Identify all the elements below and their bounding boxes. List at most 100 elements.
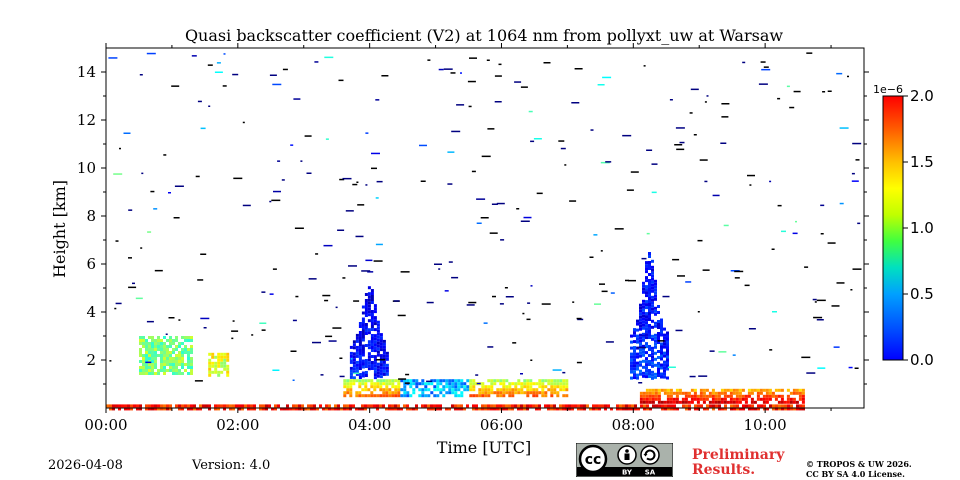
noise-pixel bbox=[732, 354, 736, 356]
backscatter-bin bbox=[648, 312, 651, 315]
backscatter-bin bbox=[604, 407, 607, 411]
backscatter-bin bbox=[642, 365, 645, 369]
backscatter-bin bbox=[651, 304, 654, 308]
backscatter-bin bbox=[718, 407, 721, 411]
backscatter-bin bbox=[651, 325, 654, 329]
backscatter-bin bbox=[175, 339, 178, 342]
backscatter-bin bbox=[645, 285, 648, 289]
backscatter-bin bbox=[373, 346, 377, 350]
backscatter-bin bbox=[541, 379, 545, 383]
backscatter-bin bbox=[274, 407, 277, 411]
preliminary-results-note: Preliminary Results. bbox=[692, 448, 784, 478]
noise-pixel bbox=[114, 307, 117, 310]
backscatter-bin bbox=[358, 364, 362, 367]
backscatter-bin bbox=[304, 407, 307, 411]
backscatter-bin bbox=[382, 363, 386, 367]
backscatter-bin bbox=[648, 363, 651, 366]
backscatter-bin bbox=[409, 379, 413, 383]
backscatter-bin bbox=[648, 372, 651, 375]
backscatter-bin bbox=[472, 407, 475, 411]
backscatter-bin bbox=[792, 391, 796, 395]
backscatter-bin bbox=[253, 407, 256, 411]
backscatter-bin bbox=[520, 404, 523, 408]
backscatter-bin bbox=[370, 325, 374, 328]
backscatter-bin bbox=[385, 394, 389, 398]
backscatter-bin bbox=[199, 407, 202, 411]
backscatter-bin bbox=[660, 400, 664, 404]
backscatter-bin bbox=[424, 404, 427, 408]
backscatter-bin bbox=[801, 400, 805, 404]
backscatter-bin bbox=[265, 404, 268, 408]
backscatter-bin bbox=[424, 385, 428, 389]
backscatter-bin bbox=[400, 388, 404, 392]
backscatter-bin bbox=[193, 404, 196, 408]
backscatter-bin bbox=[169, 357, 172, 360]
noise-pixel bbox=[272, 83, 282, 86]
backscatter-bin bbox=[595, 404, 598, 408]
backscatter-bin bbox=[172, 369, 175, 372]
backscatter-bin bbox=[376, 320, 380, 324]
backscatter-bin bbox=[151, 354, 154, 357]
backscatter-bin bbox=[652, 404, 655, 408]
backscatter-bin bbox=[654, 351, 657, 355]
backscatter-bin bbox=[439, 404, 442, 408]
backscatter-bin bbox=[499, 407, 502, 411]
backscatter-bin bbox=[358, 325, 362, 328]
backscatter-bin bbox=[370, 346, 374, 349]
backscatter-bin bbox=[645, 300, 648, 304]
noise-pixel bbox=[667, 366, 676, 368]
noise-pixel bbox=[332, 327, 342, 329]
backscatter-bin bbox=[367, 388, 371, 392]
backscatter-bin bbox=[184, 336, 187, 339]
noise-pixel bbox=[512, 342, 517, 344]
noise-pixel bbox=[290, 350, 297, 352]
backscatter-bin bbox=[163, 348, 166, 351]
backscatter-bin bbox=[547, 388, 551, 392]
backscatter-bin bbox=[529, 382, 533, 386]
backscatter-bin bbox=[355, 379, 359, 383]
noise-pixel bbox=[467, 80, 476, 83]
backscatter-bin bbox=[145, 369, 148, 372]
backscatter-bin bbox=[651, 265, 654, 269]
backscatter-bin bbox=[636, 364, 639, 368]
noise-pixel bbox=[637, 346, 646, 349]
backscatter-bin bbox=[151, 372, 154, 375]
backscatter-bin bbox=[148, 407, 151, 411]
backscatter-bin bbox=[583, 407, 586, 411]
backscatter-bin bbox=[490, 388, 494, 392]
backscatter-bin bbox=[645, 261, 648, 265]
backscatter-bin bbox=[678, 391, 682, 395]
backscatter-bin bbox=[367, 301, 371, 305]
backscatter-bin bbox=[657, 368, 660, 371]
backscatter-bin bbox=[424, 394, 428, 398]
backscatter-bin bbox=[343, 391, 347, 395]
backscatter-bin bbox=[298, 407, 301, 411]
noise-pixel bbox=[153, 208, 158, 210]
backscatter-bin bbox=[115, 404, 118, 408]
noise-pixel bbox=[820, 233, 824, 235]
backscatter-bin bbox=[520, 407, 523, 411]
backscatter-bin bbox=[706, 404, 709, 408]
backscatter-bin bbox=[373, 334, 377, 338]
backscatter-bin bbox=[720, 397, 724, 401]
backscatter-bin bbox=[487, 407, 490, 411]
backscatter-bin bbox=[208, 364, 212, 368]
backscatter-bin bbox=[723, 394, 727, 398]
backscatter-bin bbox=[678, 388, 682, 392]
backscatter-bin bbox=[645, 351, 648, 355]
backscatter-bin bbox=[642, 317, 645, 321]
backscatter-bin bbox=[633, 346, 636, 350]
backscatter-bin bbox=[157, 372, 160, 375]
backscatter-bin bbox=[750, 400, 754, 404]
backscatter-bin bbox=[382, 360, 386, 364]
backscatter-bin bbox=[178, 407, 181, 411]
noise-pixel bbox=[376, 180, 383, 183]
noise-pixel bbox=[200, 253, 207, 255]
noise-pixel bbox=[594, 303, 601, 305]
backscatter-bin bbox=[502, 391, 506, 395]
backscatter-bin bbox=[373, 307, 377, 311]
backscatter-bin bbox=[669, 388, 673, 392]
backscatter-bin bbox=[442, 385, 446, 389]
backscatter-bin bbox=[556, 407, 559, 411]
backscatter-bin bbox=[645, 306, 648, 310]
